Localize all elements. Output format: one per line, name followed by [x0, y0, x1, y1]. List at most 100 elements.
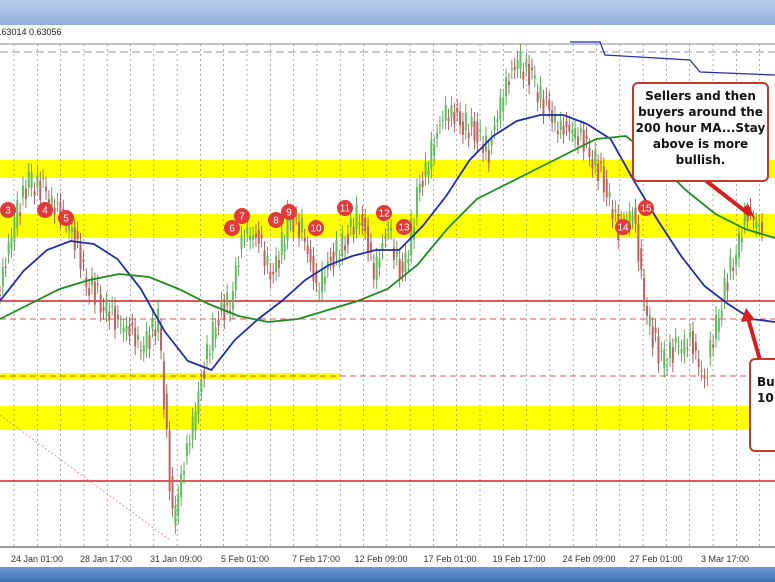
candle-body [139, 350, 142, 352]
candle-body [214, 327, 217, 340]
annotation-arrow [698, 174, 752, 217]
candle-body [16, 200, 19, 228]
candle-body [493, 124, 496, 131]
candle-body [588, 147, 591, 158]
candle-body [720, 310, 723, 318]
candle-body [602, 166, 605, 193]
swing-marker [0, 202, 16, 218]
candle-body [275, 256, 278, 273]
candle-body [151, 319, 154, 329]
price-quote: 0.63014 0.63056 [0, 27, 62, 37]
candle-body [0, 294, 1, 296]
candle-body [689, 332, 692, 338]
candle-body [188, 443, 191, 446]
candle-body [645, 305, 648, 316]
candle-body [415, 187, 418, 218]
candle-body [706, 376, 709, 378]
candle-body [717, 317, 720, 332]
candle-body [68, 225, 71, 231]
swing-marker [337, 200, 353, 216]
candle-body [746, 211, 749, 222]
candle-body [148, 335, 151, 349]
candle-body [116, 314, 119, 320]
candle-body [496, 118, 499, 123]
candle-body [24, 188, 27, 199]
x-tick-label: 24 Feb 09:00 [562, 554, 615, 564]
candle-body [732, 267, 735, 271]
candle-body [467, 132, 470, 139]
candle-body [755, 221, 758, 228]
annotation-ma: Sellers and then buyers around the 200 h… [632, 82, 769, 182]
candle-body [85, 277, 88, 287]
candle-body [579, 128, 582, 133]
candle-body [392, 247, 395, 260]
candle-body [548, 100, 551, 110]
candle-body [145, 331, 148, 349]
x-tick-label: 17 Feb 01:00 [423, 554, 476, 564]
candle-body [542, 98, 545, 115]
candle-body [177, 495, 180, 516]
candle-body [226, 292, 229, 306]
candle-body [553, 114, 556, 123]
candle-body [53, 207, 56, 215]
candle-body [321, 269, 324, 292]
candle-body [752, 219, 755, 221]
candle-body [185, 443, 188, 456]
candle-body [206, 343, 209, 360]
candle-body [1, 267, 4, 287]
candle-body [637, 223, 640, 262]
candle-body [461, 121, 464, 135]
candle-body [611, 208, 614, 220]
swing-marker-label: 14 [617, 223, 629, 234]
candle-body [740, 238, 743, 243]
candle-body [510, 68, 513, 71]
candle-body [381, 243, 384, 252]
candle-body [605, 179, 608, 198]
candle-body [82, 259, 85, 262]
candle-body [335, 240, 338, 256]
candle-body [102, 307, 105, 311]
annotation-arrow [746, 317, 762, 361]
candle-body [470, 116, 473, 128]
swing-marker-label: 11 [340, 204, 351, 215]
upper-ma-line [570, 41, 775, 76]
candle-body [93, 281, 96, 305]
candle-body [709, 340, 712, 357]
arrow-head [743, 204, 756, 220]
candle-body [91, 276, 94, 286]
candle-body [404, 252, 407, 273]
candle-body [430, 140, 433, 170]
swing-marker-label: 13 [398, 223, 410, 234]
candle-body [240, 234, 243, 249]
candle-body [220, 300, 223, 309]
candle-body [180, 474, 183, 498]
candle-body [453, 111, 456, 124]
candle-body [309, 248, 312, 263]
candle-body [384, 237, 387, 239]
annotation-buy: Buy 10 [749, 358, 775, 452]
swing-marker [308, 220, 324, 236]
candle-body [122, 327, 125, 333]
candle-body [545, 96, 548, 98]
candle-body [505, 77, 508, 97]
candle-body [657, 336, 660, 364]
candle-body [47, 199, 50, 204]
candle-body [22, 185, 25, 197]
candle-body [10, 237, 13, 249]
candle-body [346, 233, 349, 245]
swing-marker [638, 200, 654, 216]
candle-body [131, 322, 134, 326]
candle-body [114, 306, 117, 330]
candle-body [640, 247, 643, 270]
candle-body [50, 196, 53, 208]
candle-body [42, 178, 45, 180]
candle-body [499, 97, 502, 120]
swing-marker-label: 15 [640, 204, 652, 215]
candle-body [582, 129, 585, 152]
candle-body [183, 470, 186, 475]
candle-body [490, 139, 493, 146]
swing-marker [58, 210, 74, 226]
candle-body [73, 227, 76, 251]
candle-body [269, 271, 272, 280]
